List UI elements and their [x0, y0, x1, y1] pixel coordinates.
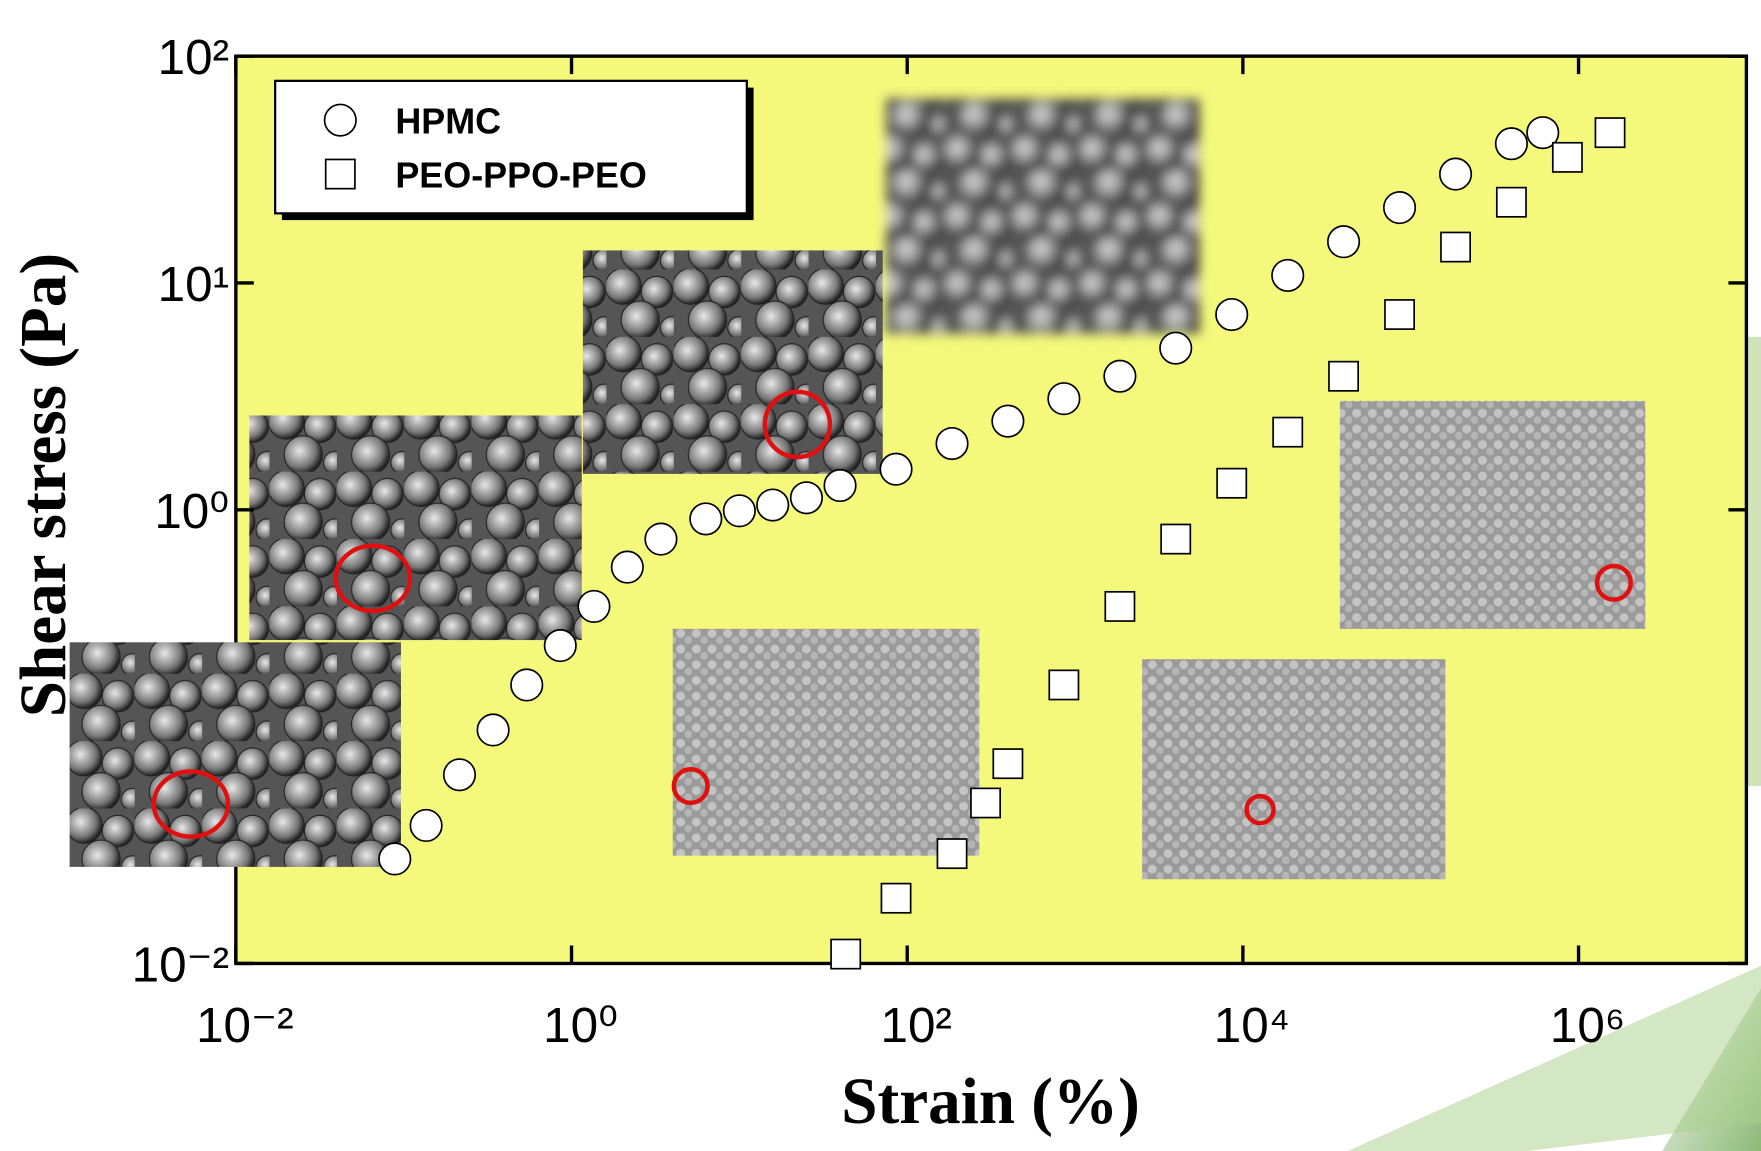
- data-point: [1273, 418, 1302, 447]
- data-point: [545, 630, 576, 661]
- inset-image: [70, 642, 401, 867]
- x-axis-title: Strain (%): [841, 1066, 1139, 1138]
- data-point: [936, 428, 967, 459]
- inset-image: [583, 250, 883, 473]
- y-axis-title: Shear stress (Pa): [8, 253, 80, 717]
- legend-label: HPMC: [395, 101, 501, 142]
- data-point: [1441, 232, 1470, 261]
- inset-image: [886, 99, 1199, 334]
- chart: HPMC PEO-PPO-PEO Strain (%) Shear stress …: [0, 0, 1761, 1151]
- data-point: [645, 523, 676, 554]
- data-point: [881, 884, 910, 913]
- data-point: [1496, 128, 1527, 159]
- data-point: [757, 489, 788, 520]
- data-point: [1161, 524, 1190, 553]
- x-tick-label: 10⁴: [1214, 998, 1290, 1053]
- data-point: [1329, 362, 1358, 391]
- data-point: [511, 669, 542, 700]
- data-point: [824, 470, 855, 501]
- data-point: [1328, 226, 1359, 257]
- data-point: [477, 714, 508, 745]
- inset-image: [1142, 659, 1445, 879]
- legend-marker: [325, 104, 356, 135]
- x-tick-label: 10⁰: [543, 998, 618, 1053]
- data-point: [612, 551, 643, 582]
- y-tick-label: 10¹: [158, 257, 229, 312]
- data-point: [992, 405, 1023, 436]
- data-point: [1595, 118, 1624, 147]
- data-point: [1160, 332, 1191, 363]
- y-tick-label: 10⁻²: [132, 937, 230, 992]
- legend: HPMC PEO-PPO-PEO: [275, 81, 753, 220]
- data-point: [690, 503, 721, 534]
- y-tick-label: 10²: [158, 30, 229, 85]
- data-point: [971, 788, 1000, 817]
- x-tick-label: 10⁻²: [196, 998, 294, 1053]
- data-point: [831, 939, 860, 968]
- data-point: [578, 591, 609, 622]
- y-tick-label: 10⁰: [154, 484, 229, 539]
- data-point: [724, 495, 755, 526]
- data-point: [1048, 383, 1079, 414]
- data-point: [1104, 361, 1135, 392]
- data-point: [1385, 300, 1414, 329]
- data-point: [444, 759, 475, 790]
- inset-image: [673, 629, 980, 856]
- legend-label: PEO-PPO-PEO: [395, 155, 647, 196]
- data-point: [1440, 158, 1471, 189]
- data-point: [1497, 188, 1526, 217]
- inset-image: [249, 415, 581, 640]
- data-point: [993, 749, 1022, 778]
- data-point: [791, 482, 822, 513]
- data-point: [1105, 592, 1134, 621]
- data-point: [1272, 260, 1303, 291]
- data-point: [1553, 143, 1582, 172]
- x-tick-label: 10²: [880, 998, 951, 1053]
- x-tick-label: 10⁶: [1550, 998, 1625, 1053]
- data-point: [880, 453, 911, 484]
- legend-marker: [326, 159, 355, 188]
- data-point: [937, 839, 966, 868]
- data-point: [1384, 192, 1415, 223]
- data-point: [379, 843, 410, 874]
- data-point: [1217, 469, 1246, 498]
- data-point: [1049, 670, 1078, 699]
- data-point: [1216, 299, 1247, 330]
- data-point: [410, 810, 441, 841]
